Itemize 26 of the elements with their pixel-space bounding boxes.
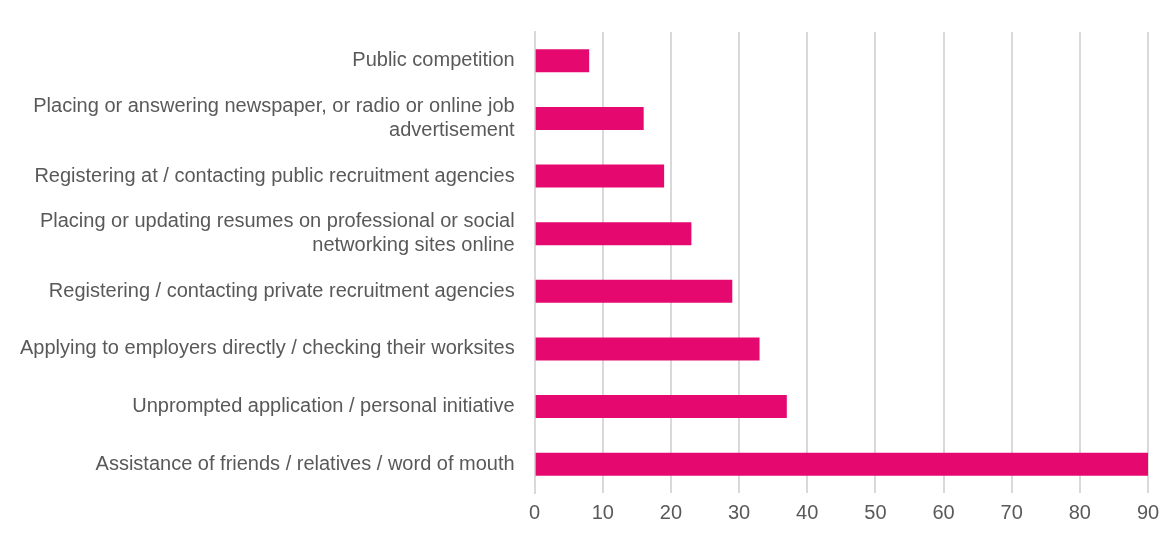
- x-tick-label: 60: [932, 500, 955, 523]
- bar: [535, 164, 665, 188]
- x-tick-label: 40: [796, 500, 819, 523]
- x-tick-label: 10: [591, 500, 614, 523]
- x-tick-label: 70: [1000, 500, 1023, 523]
- bar: [535, 452, 1148, 476]
- x-tick-label: 50: [864, 500, 887, 523]
- bar: [535, 49, 590, 73]
- y-tick-label: Public competition: [352, 48, 515, 71]
- y-tick-label: Applying to employers directly / checking their worksites: [19, 336, 515, 359]
- x-tick-label: 80: [1068, 500, 1091, 523]
- bar: [535, 337, 760, 361]
- y-tick-label: Assistance of friends / relatives / word of mouth: [95, 451, 515, 474]
- y-tick-label: Placing or updating resumes on professional or social networking sites online: [39, 209, 515, 256]
- y-tick-label: Registering / contacting private recruitment agencies: [48, 278, 515, 301]
- y-tick-label: Unprompted application / personal initiative: [132, 394, 515, 417]
- x-tick-label: 20: [659, 500, 683, 523]
- bar: [535, 106, 644, 130]
- x-tick-label: 0: [529, 500, 541, 523]
- y-tick-label: Placing or answering newspaper, or radio or online job advertisement: [33, 93, 516, 140]
- bar: [535, 395, 787, 419]
- x-tick-label: 90: [1136, 500, 1160, 523]
- y-tick-label: Registering at / contacting public recruitment agencies: [34, 163, 515, 186]
- bar: [535, 279, 733, 303]
- x-tick-label: 30: [727, 500, 751, 523]
- bar: [535, 222, 692, 246]
